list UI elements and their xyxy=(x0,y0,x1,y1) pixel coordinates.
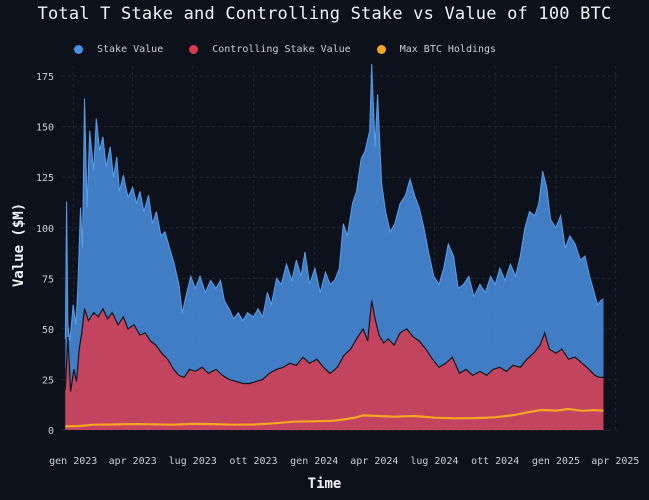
x-tick-label: ott 2023 xyxy=(229,456,277,467)
legend-item-controlling-stake-value[interactable]: Controlling Stake Value xyxy=(189,44,351,55)
legend-marker-controlling-stake-value xyxy=(189,45,199,54)
x-tick-label: lug 2024 xyxy=(410,456,458,467)
y-tick-label: 100 xyxy=(36,224,54,235)
x-axis-label: Time xyxy=(307,476,342,492)
legend-label-stake-value: Stake Value xyxy=(97,44,164,55)
series-line-controlling-stake-value xyxy=(64,300,604,392)
x-tick-label: apr 2025 xyxy=(591,456,639,467)
x-tick-label: lug 2023 xyxy=(169,456,217,467)
series-area-stake-value xyxy=(65,64,604,430)
series-area-controlling-stake-value xyxy=(65,300,604,430)
y-tick-label: 50 xyxy=(42,325,54,336)
y-tick-label: 0 xyxy=(48,426,54,437)
x-tick-label: gen 2023 xyxy=(49,456,97,467)
x-tick-label: gen 2024 xyxy=(290,456,338,467)
legend-item-stake-value[interactable]: Stake Value xyxy=(74,44,163,55)
legend: Stake Value Controlling Stake Value Max … xyxy=(74,44,522,55)
series-line-max-btc-holdings xyxy=(65,407,604,428)
y-tick-label: 150 xyxy=(36,123,54,134)
series-line-stake-value xyxy=(64,63,604,342)
x-tick-label: apr 2023 xyxy=(109,456,157,467)
legend-item-max-btc-holdings[interactable]: Max BTC Holdings xyxy=(376,44,497,55)
legend-label-max-btc-holdings: Max BTC Holdings xyxy=(399,44,497,55)
y-axis-label: Value ($M) xyxy=(11,202,27,288)
legend-marker-max-btc-holdings xyxy=(376,45,386,54)
y-tick-label: 25 xyxy=(42,375,54,386)
y-tick-label: 175 xyxy=(36,72,54,83)
legend-marker-stake-value xyxy=(74,45,83,54)
y-tick-label: 75 xyxy=(42,274,54,285)
x-tick-label: ott 2024 xyxy=(471,456,519,467)
chart-title: Total T Stake and Controlling Stake vs V… xyxy=(37,4,612,24)
y-tick-label: 125 xyxy=(36,173,54,184)
x-tick-label: apr 2024 xyxy=(350,456,398,467)
x-tick-label: gen 2025 xyxy=(532,456,580,467)
legend-label-controlling-stake-value: Controlling Stake Value xyxy=(212,44,351,55)
